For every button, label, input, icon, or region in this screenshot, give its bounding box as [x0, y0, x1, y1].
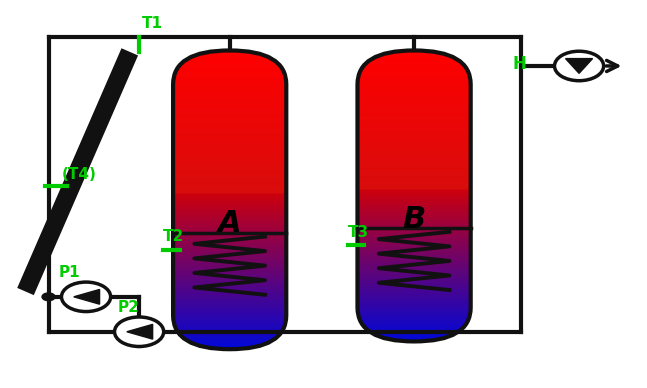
Polygon shape: [565, 59, 593, 73]
Polygon shape: [74, 289, 100, 304]
Text: T1: T1: [142, 16, 163, 31]
Circle shape: [554, 51, 604, 81]
Text: P1: P1: [58, 265, 80, 280]
Polygon shape: [127, 324, 153, 339]
Text: H: H: [512, 55, 526, 73]
Text: T3: T3: [347, 225, 369, 239]
Text: P2: P2: [118, 300, 140, 315]
Text: T2: T2: [163, 229, 184, 244]
Text: (T4): (T4): [61, 166, 96, 182]
Circle shape: [61, 282, 111, 312]
Text: A: A: [218, 209, 241, 238]
Circle shape: [115, 317, 164, 346]
Text: B: B: [402, 205, 426, 234]
Circle shape: [42, 293, 55, 301]
